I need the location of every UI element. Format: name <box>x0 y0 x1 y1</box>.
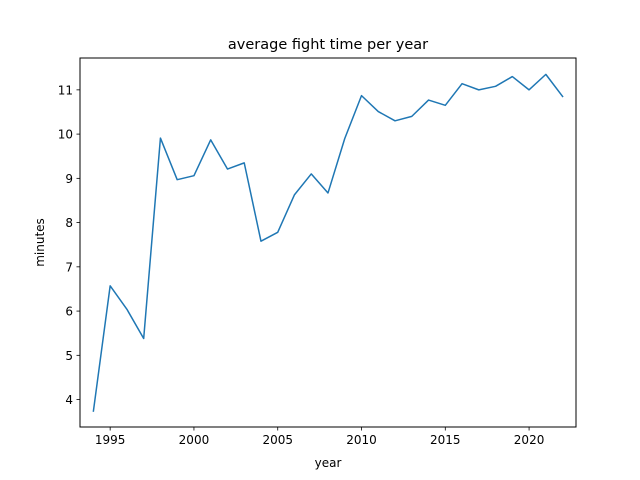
x-tick-label: 2015 <box>430 433 461 447</box>
series-layer <box>92 73 564 412</box>
y-tick-label: 11 <box>58 83 73 97</box>
y-tick-label: 4 <box>65 393 73 407</box>
x-axis-label: year <box>315 456 342 470</box>
y-tick-label: 6 <box>65 305 73 319</box>
x-axis-ticks: 1995 2000 2005 2010 2015 2020 <box>95 427 544 447</box>
y-tick-label: 5 <box>65 349 73 363</box>
plot-area <box>80 58 576 427</box>
x-tick-label: 2000 <box>179 433 210 447</box>
plot-frame <box>79 57 577 428</box>
y-tick-label: 8 <box>65 216 73 230</box>
series-line-0 <box>92 73 564 412</box>
x-tick-label: 2005 <box>262 433 293 447</box>
y-tick-label: 9 <box>65 172 73 186</box>
x-tick-label: 2010 <box>346 433 377 447</box>
chart-title: average fight time per year <box>228 37 428 53</box>
y-tick-label: 10 <box>58 128 73 142</box>
y-axis-label: minutes <box>33 218 47 267</box>
x-tick-label: 1995 <box>95 433 126 447</box>
y-axis-ticks: 4 5 6 7 8 9 10 11 <box>58 83 80 407</box>
x-tick-label: 2020 <box>514 433 545 447</box>
y-tick-label: 7 <box>65 260 73 274</box>
